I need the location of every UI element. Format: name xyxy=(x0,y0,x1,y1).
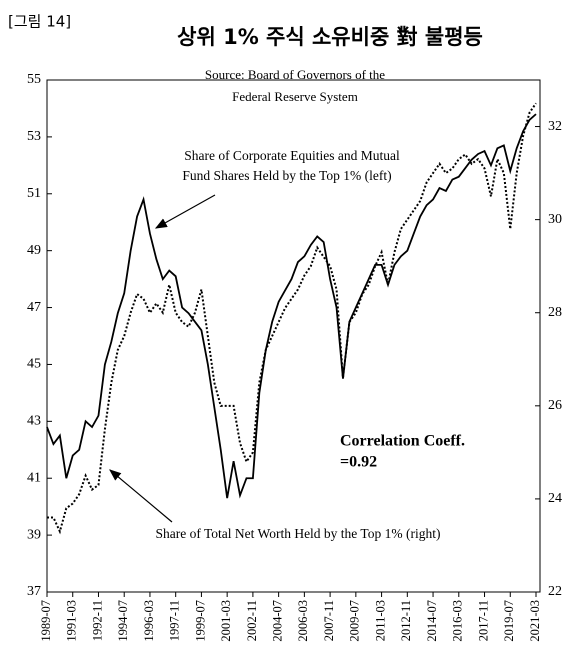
x-tick-label: 1992-11 xyxy=(90,600,104,641)
x-tick-label: 2011-03 xyxy=(373,600,387,641)
x-tick-label: 2017-11 xyxy=(476,600,490,641)
y-tick-label: 53 xyxy=(27,129,41,144)
x-tick-label: 2019-07 xyxy=(502,600,516,642)
y-tick-label: 49 xyxy=(27,243,41,258)
plot-frame xyxy=(46,79,541,593)
arrow xyxy=(154,194,216,229)
x-tick-label: 1991-03 xyxy=(65,600,79,642)
y-tick-label: 51 xyxy=(27,186,41,201)
x-tick-label: 1989-07 xyxy=(39,600,53,642)
x-tick-label: 2021-03 xyxy=(528,600,542,642)
figure-label: [그림 14] xyxy=(8,13,71,31)
annotation: Share of Corporate Equities and Mutual xyxy=(184,148,400,163)
annotation: =0.92 xyxy=(340,454,377,471)
y2-tick-label: 22 xyxy=(548,584,562,599)
source: Federal Reserve System xyxy=(232,89,358,104)
source: Source: Board of Governors of the xyxy=(205,67,385,82)
x-tick-label: 2012-11 xyxy=(399,600,413,641)
annotation: Fund Shares Held by the Top 1% (left) xyxy=(182,168,391,183)
x-tick-label: 2009-07 xyxy=(348,600,362,642)
annotation: Share of Total Net Worth Held by the Top… xyxy=(156,526,441,541)
y2-tick-label: 30 xyxy=(548,212,562,227)
x-tick-label: 1999-07 xyxy=(193,600,207,642)
y-tick-label: 45 xyxy=(27,357,41,372)
series-line xyxy=(46,113,537,499)
series-line xyxy=(47,102,537,535)
x-tick-label: 1996-03 xyxy=(142,600,156,642)
y-tick-label: 47 xyxy=(27,300,41,315)
x-tick-label: 2004-07 xyxy=(271,600,285,642)
x-tick-label: 2014-07 xyxy=(425,600,439,642)
y2-tick-label: 28 xyxy=(548,305,562,320)
x-tick-label: 2006-03 xyxy=(296,600,310,642)
y-tick-label: 37 xyxy=(27,584,41,599)
x-tick-label: 2001-03 xyxy=(219,600,233,642)
arrow xyxy=(109,469,173,523)
x-tick-label: 2002-11 xyxy=(245,600,259,641)
annotation: Correlation Coeff. xyxy=(340,433,465,450)
chart-title: 상위 1% 주식 소유비중 對 불평등 xyxy=(177,25,483,49)
x-tick-label: 2016-03 xyxy=(451,600,465,642)
x-tick-label: 1994-07 xyxy=(116,600,130,642)
y2-tick-label: 32 xyxy=(548,119,562,134)
y-tick-label: 39 xyxy=(27,527,41,542)
y-tick-label: 55 xyxy=(27,72,41,87)
x-tick-label: 2007-11 xyxy=(322,600,336,641)
y2-tick-label: 24 xyxy=(548,491,562,506)
y-tick-label: 41 xyxy=(27,470,41,485)
y-tick-label: 43 xyxy=(27,414,41,429)
x-tick-label: 1997-11 xyxy=(168,600,182,641)
y2-tick-label: 26 xyxy=(548,398,562,413)
